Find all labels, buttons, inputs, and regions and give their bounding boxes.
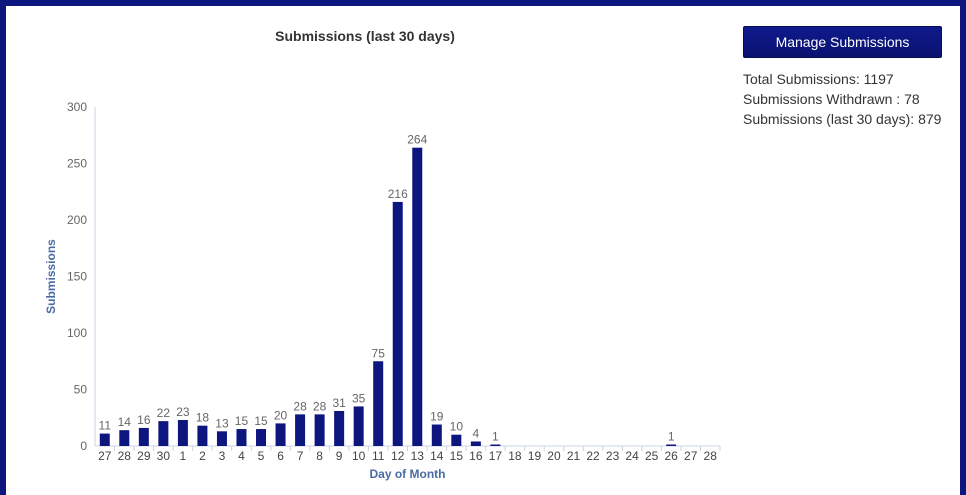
submission-stats: Total Submissions: 1197 Submissions With… [743, 69, 941, 129]
x-tick-label: 15 [450, 449, 464, 463]
data-label: 18 [196, 411, 210, 425]
bar [275, 423, 286, 446]
manage-submissions-button[interactable]: Manage Submissions [743, 26, 942, 58]
bar [431, 424, 442, 446]
data-label: 13 [215, 416, 229, 430]
data-label: 10 [450, 420, 464, 434]
bar [451, 434, 462, 446]
bar [666, 444, 677, 446]
data-label: 1 [492, 430, 499, 444]
data-label: 31 [332, 396, 346, 410]
data-label: 264 [407, 133, 427, 147]
x-tick-label: 27 [684, 449, 698, 463]
data-label: 216 [388, 187, 408, 201]
x-tick-label: 24 [625, 449, 639, 463]
data-label: 75 [372, 346, 386, 360]
x-tick-label: 3 [219, 449, 226, 463]
chart-title: Submissions (last 30 days) [275, 28, 455, 44]
data-label: 23 [176, 405, 190, 419]
data-label: 11 [99, 419, 112, 433]
x-tick-label: 5 [258, 449, 265, 463]
bar [256, 429, 267, 446]
y-tick-label: 200 [67, 213, 87, 227]
total-submissions-stat: Total Submissions: 1197 [743, 69, 941, 89]
x-tick-label: 25 [645, 449, 659, 463]
data-label: 20 [274, 408, 288, 422]
x-tick-label: 13 [411, 449, 425, 463]
bar [99, 433, 110, 446]
x-tick-label: 28 [118, 449, 132, 463]
bar [177, 420, 188, 446]
x-tick-label: 26 [664, 449, 678, 463]
y-tick-label: 150 [67, 270, 87, 284]
x-axis-title: Day of Month [370, 467, 446, 481]
data-label: 28 [293, 399, 307, 413]
bar [314, 414, 325, 446]
y-tick-label: 50 [74, 383, 88, 397]
data-label: 15 [254, 414, 268, 428]
withdrawn-submissions-stat: Submissions Withdrawn : 78 [743, 89, 941, 109]
x-tick-label: 28 [704, 449, 718, 463]
bar [470, 441, 481, 446]
bar [412, 147, 423, 446]
data-label: 14 [118, 415, 132, 429]
x-tick-label: 22 [586, 449, 600, 463]
y-tick-label: 100 [67, 326, 87, 340]
x-tick-label: 19 [528, 449, 542, 463]
data-label: 4 [473, 426, 480, 440]
bar [490, 444, 501, 446]
y-axis-title: Submissions [44, 239, 58, 314]
data-label: 1 [668, 430, 675, 444]
x-tick-label: 10 [352, 449, 366, 463]
x-tick-label: 12 [391, 449, 405, 463]
data-label: 35 [352, 391, 366, 405]
x-tick-label: 21 [567, 449, 581, 463]
x-tick-label: 11 [372, 449, 385, 463]
data-label: 28 [313, 399, 327, 413]
bar [373, 361, 384, 446]
x-tick-label: 23 [606, 449, 620, 463]
bar [295, 414, 306, 446]
last-30-days-label: Submissions (last 30 days): [743, 111, 919, 127]
x-tick-label: 16 [469, 449, 483, 463]
total-submissions-value: 1197 [863, 71, 894, 87]
x-tick-label: 8 [316, 449, 323, 463]
bar [216, 431, 227, 446]
total-submissions-label: Total Submissions: [743, 71, 864, 87]
bar [236, 429, 247, 446]
y-tick-label: 0 [80, 439, 87, 453]
data-label: 16 [137, 413, 151, 427]
x-tick-label: 29 [137, 449, 151, 463]
x-tick-label: 4 [238, 449, 245, 463]
last-30-days-stat: Submissions (last 30 days): 879 [743, 109, 941, 129]
x-tick-label: 17 [489, 449, 503, 463]
data-label: 19 [430, 410, 444, 424]
x-tick-label: 6 [277, 449, 284, 463]
withdrawn-submissions-value: 78 [904, 91, 920, 107]
bar [158, 421, 169, 446]
x-tick-label: 7 [297, 449, 304, 463]
x-tick-label: 30 [157, 449, 171, 463]
last-30-days-value: 879 [918, 111, 942, 127]
y-tick-label: 250 [67, 157, 87, 171]
bar [392, 201, 403, 446]
x-tick-label: 20 [547, 449, 561, 463]
bar [353, 406, 364, 446]
x-tick-label: 27 [98, 449, 112, 463]
data-label: 22 [157, 406, 171, 420]
bar [334, 410, 345, 446]
x-tick-label: 9 [336, 449, 343, 463]
x-tick-label: 18 [508, 449, 522, 463]
y-tick-label: 300 [67, 100, 87, 114]
withdrawn-submissions-label: Submissions Withdrawn : [743, 91, 905, 107]
x-tick-label: 1 [180, 449, 187, 463]
bar [197, 425, 208, 446]
bar [119, 430, 130, 446]
x-tick-label: 2 [199, 449, 206, 463]
data-label: 15 [235, 414, 249, 428]
x-tick-label: 14 [430, 449, 444, 463]
bar [138, 427, 149, 446]
